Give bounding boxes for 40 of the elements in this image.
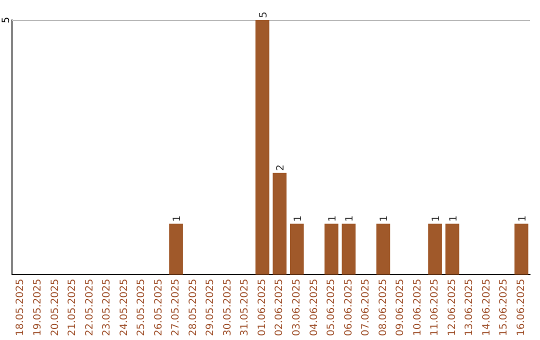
- x-tick-label: 20.05.2025: [50, 278, 61, 336]
- x-tick-label: 23.05.2025: [102, 278, 113, 336]
- x-tick-label: 29.05.2025: [205, 278, 216, 336]
- x-tick-label: 19.05.2025: [32, 278, 44, 336]
- x-tick-label: 16.06.2025: [516, 278, 527, 336]
- x-tick-label: 24.05.2025: [118, 278, 130, 336]
- data-label: 1: [379, 215, 390, 222]
- x-tick-label: 18.05.2025: [15, 278, 26, 336]
- data-label: 1: [172, 215, 184, 222]
- data-label: 1: [327, 215, 338, 222]
- x-tick-label: 06.06.2025: [343, 278, 354, 336]
- x-tick-label: 01.06.2025: [256, 278, 268, 336]
- x-tick-label: 22.05.2025: [84, 278, 96, 336]
- x-tick-label: 25.05.2025: [136, 278, 148, 336]
- x-tick-label: 28.05.2025: [188, 278, 199, 336]
- x-tick-label: 13.06.2025: [464, 278, 476, 336]
- x-tick-label: 07.06.2025: [360, 278, 372, 336]
- x-tick-label: 27.05.2025: [170, 278, 182, 336]
- data-label: 1: [448, 215, 460, 222]
- x-tick-label: 15.06.2025: [498, 278, 510, 336]
- x-tick-label: 02.06.2025: [274, 278, 286, 336]
- x-tick-label: 10.06.2025: [412, 278, 424, 336]
- x-tick-label: 11.06.2025: [430, 278, 441, 336]
- x-tick-label: 26.05.2025: [153, 278, 164, 336]
- x-tick-label: 04.06.2025: [308, 278, 320, 336]
- data-label: 5: [258, 12, 270, 18]
- x-tick-label: 05.06.2025: [326, 278, 338, 336]
- data-label: 1: [517, 215, 528, 222]
- data-label: 1: [344, 215, 356, 222]
- data-label: 2: [276, 164, 287, 171]
- x-tick-label: 12.06.2025: [446, 278, 458, 336]
- x-tick-label: 21.05.2025: [67, 278, 78, 336]
- x-tick-label: 31.05.2025: [240, 278, 251, 336]
- x-tick-label: 03.06.2025: [291, 278, 302, 336]
- data-label: 1: [292, 215, 304, 222]
- x-tick-label: 09.06.2025: [395, 278, 406, 336]
- x-tick-label: 08.06.2025: [378, 278, 389, 336]
- x-tick-label: 30.05.2025: [222, 278, 234, 336]
- data-label: 1: [431, 215, 442, 222]
- x-tick-label: 14.06.2025: [481, 278, 492, 336]
